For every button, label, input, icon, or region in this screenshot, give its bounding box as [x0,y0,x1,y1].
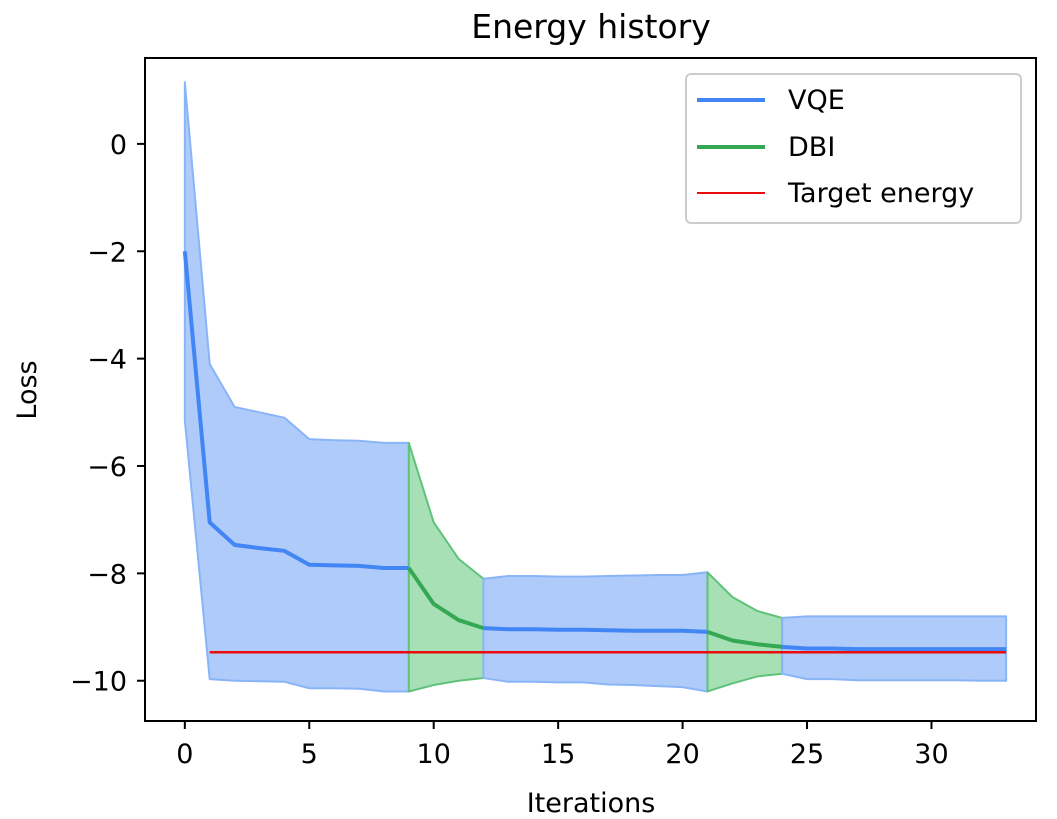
plot-frame [144,57,1037,722]
x-tick-label: 10 [417,739,451,770]
legend-vqe-label: VQE [788,85,845,116]
dbi-line-segment-1 [706,629,783,649]
vqe-line-segment-0 [182,251,409,570]
dbi-band-3 [706,571,784,693]
y-tick-label: −10 [70,667,127,698]
legend: VQE DBI Target energy [685,73,1022,224]
legend-target-label: Target energy [787,178,974,209]
x-tick-label: 15 [541,739,575,770]
y-tick-label: −2 [87,237,127,268]
x-axis-label: Iterations [527,788,656,819]
x-tick-label: 20 [665,739,699,770]
y-tick-label: 0 [110,130,127,161]
dbi-line-segment-0 [407,566,485,631]
y-tick-label: −6 [87,452,127,483]
dbi-band-1 [407,441,485,693]
x-axis-ticks: 0 5 10 15 20 25 30 [176,721,949,770]
y-axis-ticks: 0 −2 −4 −6 −8 −10 [70,130,145,698]
x-tick-label: 25 [790,739,824,770]
vqe-band-0 [183,81,410,693]
x-tick-label: 5 [301,739,318,770]
y-tick-label: −4 [87,345,127,376]
y-tick-label: −8 [87,559,127,590]
legend-dbi-label: DBI [788,132,835,163]
y-axis-label: Loss [12,360,43,419]
vqe-line-segment-2 [782,644,1007,652]
legend-box [685,73,1022,224]
x-tick-label: 0 [176,739,193,770]
series-lines [182,251,1007,654]
chart-title: Energy history [471,7,711,46]
x-tick-label: 30 [914,739,948,770]
vqe-line-segment-1 [483,626,708,634]
